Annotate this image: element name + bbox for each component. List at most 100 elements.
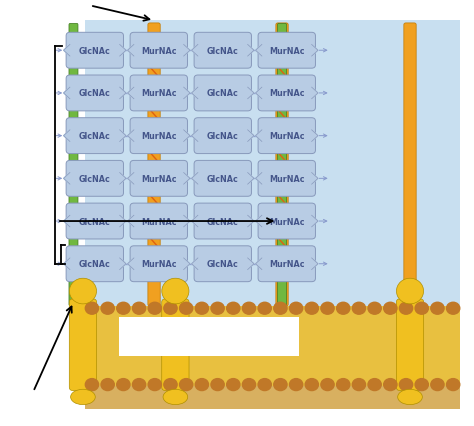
Text: MurNAc: MurNAc <box>269 46 304 56</box>
FancyBboxPatch shape <box>194 118 251 154</box>
Circle shape <box>180 379 193 391</box>
Polygon shape <box>119 45 126 57</box>
Circle shape <box>400 379 413 391</box>
Polygon shape <box>184 88 190 100</box>
Polygon shape <box>184 216 190 227</box>
Polygon shape <box>248 216 254 227</box>
Circle shape <box>431 302 444 314</box>
Polygon shape <box>128 88 134 100</box>
Circle shape <box>274 302 287 314</box>
FancyBboxPatch shape <box>118 317 299 356</box>
Circle shape <box>258 302 271 314</box>
Polygon shape <box>191 45 198 57</box>
Text: MurNAc: MurNAc <box>269 174 304 184</box>
Ellipse shape <box>163 389 188 405</box>
FancyBboxPatch shape <box>69 24 78 306</box>
Text: GlcNAc: GlcNAc <box>207 46 238 56</box>
Circle shape <box>148 302 162 314</box>
Text: MurNAc: MurNAc <box>269 89 304 98</box>
FancyBboxPatch shape <box>66 118 123 154</box>
Circle shape <box>415 302 428 314</box>
Text: GlcNAc: GlcNAc <box>79 89 110 98</box>
Circle shape <box>368 302 381 314</box>
Circle shape <box>352 379 365 391</box>
FancyBboxPatch shape <box>66 204 123 239</box>
Polygon shape <box>64 45 70 57</box>
FancyBboxPatch shape <box>194 33 251 69</box>
FancyBboxPatch shape <box>258 161 316 197</box>
Circle shape <box>117 302 130 314</box>
Circle shape <box>85 379 99 391</box>
Polygon shape <box>119 216 126 227</box>
FancyBboxPatch shape <box>258 33 316 69</box>
FancyBboxPatch shape <box>66 76 123 112</box>
Ellipse shape <box>162 279 189 304</box>
Text: MurNAc: MurNAc <box>269 132 304 141</box>
Polygon shape <box>255 45 262 57</box>
Text: MurNAc: MurNAc <box>269 217 304 226</box>
Circle shape <box>164 379 177 391</box>
FancyBboxPatch shape <box>404 24 416 306</box>
FancyBboxPatch shape <box>194 76 251 112</box>
Polygon shape <box>255 88 262 100</box>
Text: GlcNAc: GlcNAc <box>79 259 110 269</box>
Circle shape <box>211 302 224 314</box>
Polygon shape <box>255 216 262 227</box>
Text: GlcNAc: GlcNAc <box>207 132 238 141</box>
FancyBboxPatch shape <box>85 21 460 307</box>
Polygon shape <box>119 173 126 185</box>
FancyBboxPatch shape <box>69 299 97 391</box>
FancyBboxPatch shape <box>258 246 316 282</box>
Circle shape <box>447 302 460 314</box>
Circle shape <box>321 379 334 391</box>
FancyBboxPatch shape <box>194 161 251 197</box>
Text: GlcNAc: GlcNAc <box>79 174 110 184</box>
FancyBboxPatch shape <box>396 299 424 391</box>
Circle shape <box>227 379 240 391</box>
Polygon shape <box>255 173 262 185</box>
Circle shape <box>242 379 255 391</box>
Circle shape <box>101 302 114 314</box>
Polygon shape <box>128 258 134 270</box>
Circle shape <box>400 302 413 314</box>
Circle shape <box>290 379 303 391</box>
Ellipse shape <box>71 389 95 405</box>
Polygon shape <box>311 45 318 57</box>
Text: GlcNAc: GlcNAc <box>79 46 110 56</box>
FancyBboxPatch shape <box>130 76 188 112</box>
Polygon shape <box>248 173 254 185</box>
Polygon shape <box>248 45 254 57</box>
Text: MurNAc: MurNAc <box>141 217 176 226</box>
Polygon shape <box>191 216 198 227</box>
Text: GlcNAc: GlcNAc <box>207 259 238 269</box>
FancyBboxPatch shape <box>130 161 188 197</box>
Polygon shape <box>248 88 254 100</box>
Polygon shape <box>184 130 190 142</box>
FancyBboxPatch shape <box>258 118 316 154</box>
Text: MurNAc: MurNAc <box>141 46 176 56</box>
Circle shape <box>227 302 240 314</box>
Circle shape <box>180 302 193 314</box>
Polygon shape <box>119 130 126 142</box>
Circle shape <box>383 302 397 314</box>
Ellipse shape <box>398 389 422 405</box>
FancyBboxPatch shape <box>130 118 188 154</box>
Circle shape <box>164 302 177 314</box>
FancyBboxPatch shape <box>276 24 288 306</box>
Circle shape <box>305 379 319 391</box>
FancyBboxPatch shape <box>258 76 316 112</box>
FancyBboxPatch shape <box>277 24 286 306</box>
Polygon shape <box>311 88 318 100</box>
Ellipse shape <box>396 279 424 304</box>
Polygon shape <box>64 216 70 227</box>
FancyBboxPatch shape <box>194 204 251 239</box>
Polygon shape <box>311 173 318 185</box>
Text: GlcNAc: GlcNAc <box>207 174 238 184</box>
Circle shape <box>132 379 146 391</box>
Polygon shape <box>248 258 254 270</box>
Circle shape <box>337 302 350 314</box>
Polygon shape <box>191 258 198 270</box>
Text: MurNAc: MurNAc <box>269 259 304 269</box>
Circle shape <box>211 379 224 391</box>
Circle shape <box>195 379 209 391</box>
